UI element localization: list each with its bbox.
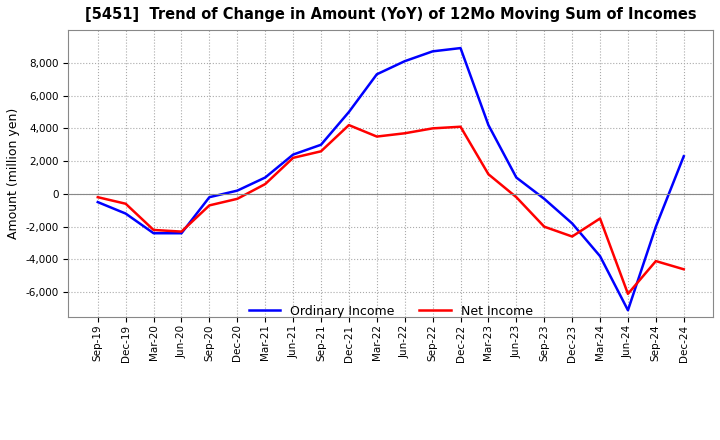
Net Income xyxy=(372,134,381,139)
Net Income xyxy=(317,149,325,154)
Ordinary Income xyxy=(233,188,242,193)
Ordinary Income xyxy=(652,224,660,229)
Ordinary Income xyxy=(680,154,688,159)
Ordinary Income xyxy=(94,199,102,205)
Ordinary Income xyxy=(177,231,186,236)
Ordinary Income xyxy=(428,49,437,54)
Ordinary Income xyxy=(317,142,325,147)
Net Income xyxy=(680,267,688,272)
Y-axis label: Amount (million yen): Amount (million yen) xyxy=(7,108,20,239)
Title: [5451]  Trend of Change in Amount (YoY) of 12Mo Moving Sum of Incomes: [5451] Trend of Change in Amount (YoY) o… xyxy=(85,7,696,22)
Ordinary Income xyxy=(345,110,354,115)
Net Income xyxy=(94,194,102,200)
Ordinary Income xyxy=(289,152,297,157)
Ordinary Income xyxy=(205,194,214,200)
Net Income xyxy=(289,155,297,161)
Ordinary Income xyxy=(122,211,130,216)
Line: Net Income: Net Income xyxy=(98,125,684,294)
Net Income xyxy=(205,203,214,208)
Net Income xyxy=(652,258,660,264)
Ordinary Income xyxy=(400,59,409,64)
Ordinary Income xyxy=(624,308,632,313)
Ordinary Income xyxy=(512,175,521,180)
Ordinary Income xyxy=(149,231,158,236)
Ordinary Income xyxy=(484,122,492,128)
Ordinary Income xyxy=(456,45,465,51)
Net Income xyxy=(345,122,354,128)
Ordinary Income xyxy=(568,221,577,226)
Net Income xyxy=(233,196,242,202)
Ordinary Income xyxy=(372,72,381,77)
Net Income xyxy=(261,181,269,187)
Net Income xyxy=(122,201,130,206)
Legend: Ordinary Income, Net Income: Ordinary Income, Net Income xyxy=(244,300,538,323)
Ordinary Income xyxy=(261,175,269,180)
Net Income xyxy=(595,216,604,221)
Net Income xyxy=(149,227,158,233)
Net Income xyxy=(540,224,549,229)
Net Income xyxy=(568,234,577,239)
Net Income xyxy=(400,131,409,136)
Net Income xyxy=(484,172,492,177)
Net Income xyxy=(512,194,521,200)
Net Income xyxy=(177,229,186,234)
Net Income xyxy=(624,291,632,297)
Ordinary Income xyxy=(540,196,549,202)
Net Income xyxy=(456,124,465,129)
Net Income xyxy=(428,126,437,131)
Ordinary Income xyxy=(595,253,604,259)
Line: Ordinary Income: Ordinary Income xyxy=(98,48,684,310)
